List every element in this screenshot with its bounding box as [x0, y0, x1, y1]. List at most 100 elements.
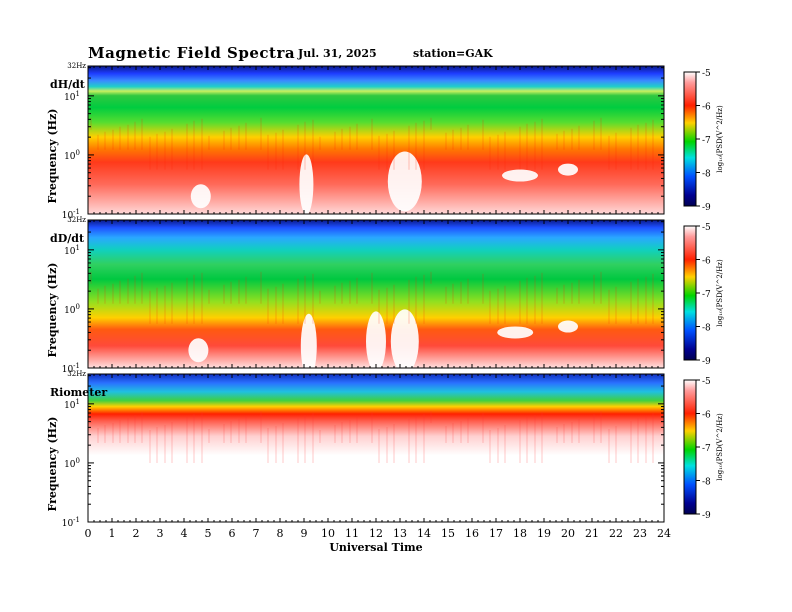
- x-tick-label: 16: [465, 527, 479, 540]
- colorbar-1: -5 -6 -7 -8 -9 log₁₀(PSD(V^2/Hz): [683, 69, 724, 213]
- x-tick-label: 6: [229, 527, 236, 540]
- y-tick-label: 10-1: [62, 208, 80, 221]
- colorbar-tick-label: -8: [702, 170, 711, 180]
- x-tick-label: 12: [369, 527, 383, 540]
- figure-station: station=GAK: [413, 47, 493, 60]
- data-gap: [502, 169, 538, 182]
- colorbar-label: log₁₀(PSD(V^2/Hz): [716, 259, 724, 327]
- y-tick-base: 10: [62, 519, 74, 529]
- colorbar-tick-label: -6: [702, 103, 711, 113]
- spectrogram-heatmap: [88, 66, 664, 214]
- x-tick-label: 4: [181, 527, 188, 540]
- data-gap: [497, 326, 534, 339]
- colorbar-tick-label: -5: [702, 377, 711, 387]
- y-tick-label: 101: [64, 398, 80, 411]
- x-tick-label: 13: [393, 527, 407, 540]
- colorbar-label: log₁₀(PSD(V^2/Hz): [716, 413, 724, 481]
- y-tick-label: 101: [64, 244, 80, 257]
- colorbar-tick-label: -7: [702, 136, 711, 146]
- x-tick-label: 1: [109, 527, 116, 540]
- x-tick-label: 18: [513, 527, 527, 540]
- top-frequency-label: 32Hz: [67, 216, 86, 224]
- y-axis-label: Frequency (Hz): [46, 262, 59, 357]
- y-tick-base: 10: [62, 365, 74, 375]
- y-tick-exponent: -1: [73, 516, 80, 524]
- x-tick-label: 15: [441, 527, 455, 540]
- y-axis-label: Frequency (Hz): [46, 416, 59, 511]
- x-tick-label: 19: [537, 527, 551, 540]
- panel-label: dH/dt: [50, 78, 86, 91]
- y-tick-label: 100: [64, 303, 80, 316]
- x-tick-label: 9: [301, 527, 308, 540]
- x-axis: 0 1 2 3 4 5 6 7 8 9 10 11 12 13 14 15 16 17 18 19 20 21 22 23 24…: [85, 527, 672, 554]
- spectral-streaks: [90, 271, 654, 324]
- data-gap: [300, 313, 317, 378]
- y-axis-label: Frequency (Hz): [46, 108, 59, 203]
- x-tick-label: 3: [157, 527, 164, 540]
- x-tick-label: 7: [253, 527, 260, 540]
- y-tick-exponent: 0: [76, 149, 80, 157]
- top-frequency-label: 32Hz: [67, 62, 86, 70]
- x-tick-label: 5: [205, 527, 212, 540]
- y-tick-exponent: 0: [76, 303, 80, 311]
- colorbar-tick-label: -7: [702, 290, 711, 300]
- y-tick-exponent: -1: [73, 208, 80, 216]
- colorbar-tick-label: -8: [702, 478, 711, 488]
- data-gap: [558, 320, 578, 333]
- x-tick-label: 2: [133, 527, 140, 540]
- y-tick-label: 100: [64, 457, 80, 470]
- y-tick-exponent: 0: [76, 457, 80, 465]
- data-gap: [390, 309, 419, 374]
- panel-label: Riometer: [50, 386, 107, 399]
- x-tick-label: 8: [277, 527, 284, 540]
- x-tick-label: 17: [489, 527, 503, 540]
- data-gap: [366, 311, 386, 372]
- x-tick-label: 23: [633, 527, 647, 540]
- figure-title: Magnetic Field Spectra: [88, 44, 296, 62]
- colorbar-3: -5 -6 -7 -8 -9 log₁₀(PSD(V^2/Hz): [683, 377, 724, 521]
- colorbar-tick-label: -9: [702, 511, 711, 521]
- data-gap: [188, 338, 209, 363]
- y-tick-base: 10: [64, 401, 76, 411]
- colorbar-tick-label: -9: [702, 203, 711, 213]
- figure-date: Jul. 31, 2025: [298, 47, 377, 60]
- x-tick-label: 20: [561, 527, 575, 540]
- y-tick-exponent: 1: [76, 244, 80, 252]
- y-tick-label: 10-1: [62, 362, 80, 375]
- data-gap: [190, 184, 211, 209]
- colorbar-tick-label: -5: [702, 223, 711, 233]
- x-axis-label: Universal Time: [329, 541, 422, 554]
- x-tick-label: 22: [609, 527, 623, 540]
- colorbar-tick-label: -9: [702, 357, 711, 367]
- data-gap: [387, 151, 422, 212]
- data-gap: [558, 163, 578, 176]
- y-tick-exponent: 1: [76, 90, 80, 98]
- spectrogram-heatmap: [88, 374, 664, 522]
- y-tick-exponent: -1: [73, 362, 80, 370]
- colorbar-gradient: [683, 71, 697, 207]
- colorbar-2: -5 -6 -7 -8 -9 log₁₀(PSD(V^2/Hz): [683, 223, 724, 367]
- y-tick-base: 10: [64, 247, 76, 257]
- x-tick-label: 21: [585, 527, 599, 540]
- panel-label: dD/dt: [50, 232, 85, 245]
- y-tick-base: 10: [64, 152, 76, 162]
- colorbar-label: log₁₀(PSD(V^2/Hz): [716, 105, 724, 173]
- x-tick-label: 10: [321, 527, 335, 540]
- spectral-streaks: [90, 411, 654, 463]
- colorbar-tick-label: -6: [702, 411, 711, 421]
- colorbar-tick-label: -8: [702, 324, 711, 334]
- colorbar-tick-label: -5: [702, 69, 711, 79]
- data-gap: [299, 154, 314, 215]
- y-tick-base: 10: [62, 211, 74, 221]
- y-tick-base: 10: [64, 306, 76, 316]
- x-tick-label: 14: [417, 527, 431, 540]
- x-tick-label: 11: [345, 527, 359, 540]
- colorbar-tick-label: -7: [702, 444, 711, 454]
- y-tick-label: 101: [64, 90, 80, 103]
- y-tick-exponent: 1: [76, 398, 80, 406]
- spectral-streaks: [90, 117, 654, 170]
